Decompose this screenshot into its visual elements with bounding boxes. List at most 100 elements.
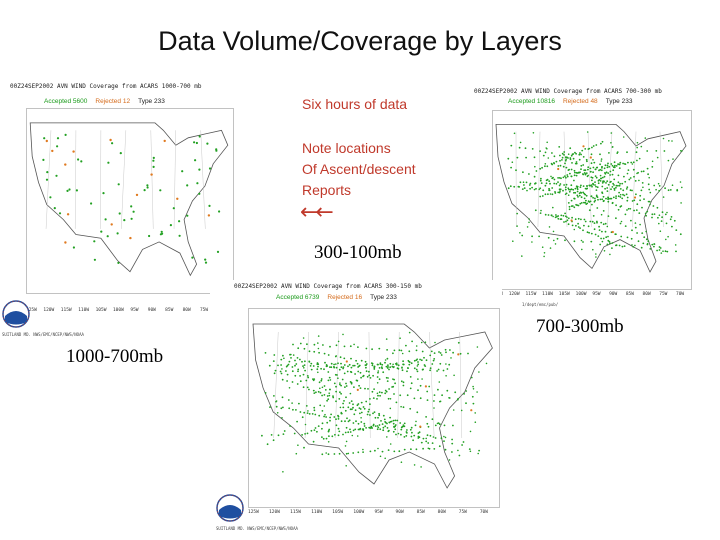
observation-dot <box>560 214 563 217</box>
observation-dot <box>373 388 375 390</box>
observation-dot <box>587 168 589 171</box>
observation-dot <box>442 369 445 372</box>
observation-dot <box>580 168 582 171</box>
observation-dot <box>295 409 297 411</box>
observation-dot <box>359 371 362 374</box>
observation-dot <box>80 160 83 163</box>
observation-dot <box>563 151 566 153</box>
observation-dot <box>333 382 336 385</box>
observation-dot <box>587 148 590 150</box>
observation-dot <box>349 381 352 383</box>
observation-dot <box>392 430 395 433</box>
observation-dot <box>288 407 291 410</box>
observation-dot <box>562 176 565 179</box>
observation-dot <box>405 435 408 437</box>
observation-dot <box>597 198 599 201</box>
observation-dot <box>567 202 570 204</box>
observation-dot <box>656 249 658 252</box>
observation-dot <box>552 215 554 218</box>
observation-dot <box>618 244 621 247</box>
observation-dot <box>335 385 337 388</box>
observation-dot <box>570 188 573 191</box>
observation-dot <box>568 208 571 211</box>
observation-dot <box>610 132 613 134</box>
observation-dot <box>567 153 570 155</box>
observation-dot <box>333 453 336 455</box>
observation-dot <box>533 175 536 178</box>
observation-dot <box>345 426 348 429</box>
observation-dot <box>574 218 577 221</box>
observation-dot <box>306 375 309 377</box>
observation-dot <box>117 183 120 186</box>
observation-dot <box>335 355 337 357</box>
observation-dot <box>448 459 451 461</box>
observation-dot <box>651 160 654 163</box>
note-locations: Note locations Of Ascent/descent Reports <box>302 138 416 201</box>
observation-dot <box>371 348 373 351</box>
observation-dot <box>268 364 271 367</box>
lon-tick-row: 125W120W115W110W105W100W95W90W85W80W75W7… <box>492 292 692 300</box>
observation-dot <box>680 150 682 152</box>
lon-tick-row: 125W120W115W110W105W100W95W90W85W80W75W7… <box>26 308 234 316</box>
observation-dot <box>472 385 474 388</box>
observation-dot <box>573 206 576 209</box>
state-border <box>459 331 463 439</box>
observation-dot <box>397 364 400 367</box>
observation-dot <box>313 343 316 346</box>
observation-dot <box>415 448 418 451</box>
observation-dot <box>559 218 562 221</box>
observation-dot <box>308 413 311 415</box>
observation-dot <box>652 205 655 207</box>
observation-dot <box>399 422 402 424</box>
observation-dot <box>93 240 96 243</box>
observation-dot <box>509 185 512 188</box>
observation-dot <box>573 240 576 243</box>
observation-dot <box>348 363 351 366</box>
observation-dot <box>357 451 360 454</box>
observation-dot <box>604 222 607 225</box>
observation-dot <box>412 439 414 442</box>
observation-dot <box>681 186 683 189</box>
observation-dot <box>410 435 413 438</box>
observation-dot <box>538 235 540 238</box>
observation-dot <box>647 183 650 186</box>
observation-dot <box>675 229 678 231</box>
observation-dot <box>611 247 613 250</box>
observation-dot <box>307 410 309 412</box>
observation-dot <box>420 466 422 468</box>
observation-dot <box>350 366 353 369</box>
observation-dot <box>344 409 347 412</box>
map-300-150mb: 00Z24SEP2002 AVN WIND Coverage from ACAR… <box>210 280 502 536</box>
observation-dot <box>429 369 431 372</box>
observation-dot <box>310 429 313 432</box>
observation-dot <box>417 361 419 363</box>
observation-dot <box>649 248 652 250</box>
observation-dot <box>339 356 342 359</box>
lon-tick-label: 95W <box>374 510 383 515</box>
observation-dot <box>439 352 442 354</box>
observation-dot <box>415 368 418 371</box>
observation-dot <box>567 194 570 196</box>
observation-dot <box>417 389 419 392</box>
observation-dot <box>360 411 363 414</box>
observation-dot <box>570 219 573 222</box>
observation-dot <box>601 176 604 179</box>
observation-dot <box>624 225 627 227</box>
observation-dot <box>583 192 586 195</box>
observation-dot <box>302 365 304 367</box>
observation-dot <box>393 349 396 352</box>
observation-dot <box>580 202 583 204</box>
observation-dot <box>596 220 598 223</box>
observation-dot <box>577 222 579 225</box>
observation-dot <box>543 255 545 258</box>
observation-dot <box>559 183 562 185</box>
observation-dot <box>564 215 567 218</box>
observation-dot <box>592 159 594 161</box>
observation-dot <box>436 422 439 425</box>
observation-dot <box>579 202 582 205</box>
observation-dot <box>425 359 428 362</box>
observation-dot <box>434 424 437 427</box>
observation-dot <box>651 243 654 246</box>
observation-dot <box>323 415 325 418</box>
observation-dot <box>672 158 674 160</box>
